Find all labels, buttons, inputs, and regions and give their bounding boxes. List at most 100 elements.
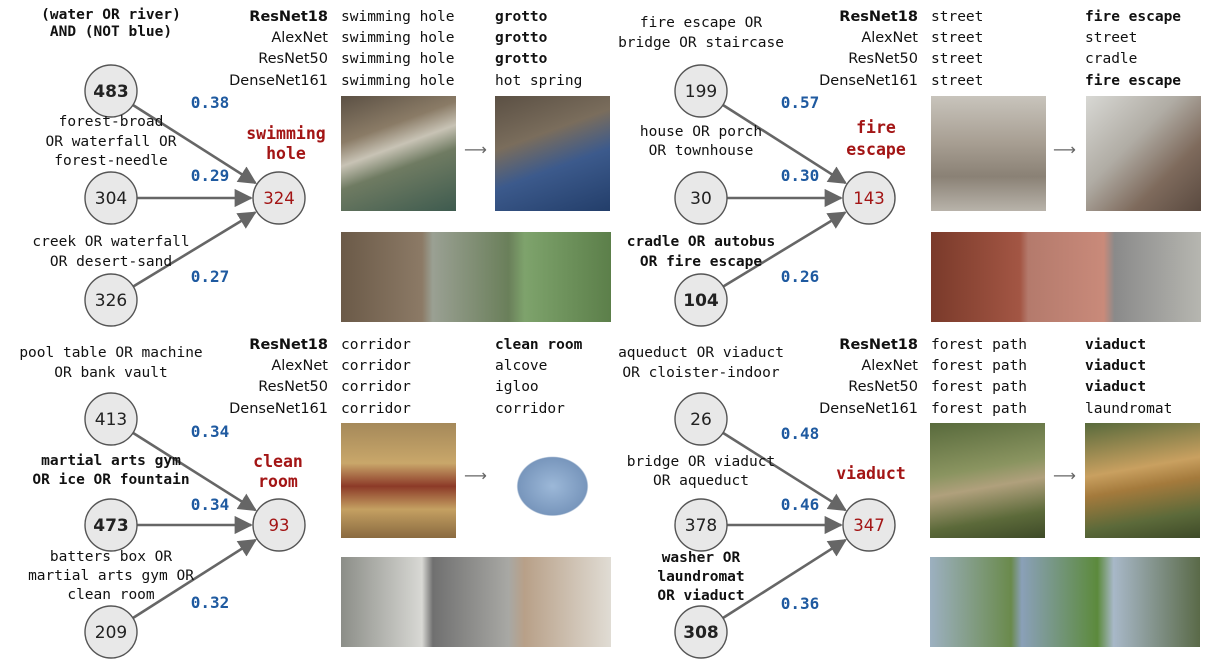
prediction-before: swimming hole [341,30,455,46]
prediction-after: viaduct [1085,358,1146,374]
prediction-before: corridor [341,401,411,417]
target-node-id: 347 [853,516,885,535]
prediction-before: street [931,73,983,89]
source-node-id: 104 [683,291,719,311]
edge-1 [722,103,847,185]
model-name: AlexNet [861,358,918,374]
target-node-id: 93 [269,516,290,535]
prediction-after: grotto [495,30,548,46]
model-name: AlexNet [861,30,918,46]
prediction-after: corridor [495,401,565,417]
panel-4-original-photo [930,423,1045,538]
panel-2: 0.57 0.30 0.26 199 fire escape OR bridge OR s… [618,9,1181,327]
edge-weight-label: 0.36 [781,594,820,613]
source-concept-label: creek OR waterfall [32,234,189,250]
source-node-id: 304 [95,189,127,209]
source-node-id: 26 [690,410,712,430]
edge-weight-label: 0.29 [191,166,230,185]
prediction-before: street [931,30,983,46]
prediction-before: street [931,9,983,25]
source-node [674,171,728,225]
source-concept-label: batters box OR [50,549,172,565]
target-class-label: escape [846,140,906,159]
model-name: ResNet50 [848,379,918,395]
prediction-before: corridor [341,379,411,395]
prediction-after: igloo [495,379,539,395]
edge-weight-label: 0.27 [191,267,230,286]
source-concept-label: pool table OR machine [19,345,202,361]
edge-weight-label: 0.32 [191,593,230,612]
prediction-before: street [931,51,983,67]
source-concept-label: OR desert-sand [50,254,172,270]
source-concept-label: OR waterfall OR [46,134,177,150]
source-concept-label: martial arts gym OR [28,568,194,584]
source-concept-label: fire escape OR [640,15,762,31]
edge-weight-label: 0.48 [781,424,820,443]
target-class-label: clean [253,452,303,471]
edge-1 [132,431,257,512]
source-concept-label: martial arts gym [41,453,181,469]
source-node [674,392,728,446]
model-name: AlexNet [271,358,328,374]
prediction-before: forest path [931,337,1027,353]
prediction-before: forest path [931,401,1027,417]
target-node-id: 324 [263,189,295,208]
edge-1 [722,431,847,512]
target-class-label: swimming [246,124,325,143]
prediction-after: alcove [495,358,547,374]
source-concept-label: OR bank vault [54,365,168,381]
prediction-after: laundromat [1085,401,1172,417]
source-concept-label: forest-broad [59,114,164,130]
prediction-before: swimming hole [341,73,455,89]
prediction-after: street [1085,30,1137,46]
edge-weight-label: 0.26 [781,267,820,286]
target-node [252,171,306,225]
prediction-before: swimming hole [341,51,455,67]
target-node [842,171,896,225]
source-node [674,273,728,327]
source-concept-label: OR cloister-indoor [622,365,779,381]
source-concept-label: house OR porch [640,124,762,140]
target-node [842,498,896,552]
source-concept-label: bridge OR viaduct [627,454,775,470]
prediction-after: grotto [495,9,548,25]
model-name: ResNet18 [839,9,918,25]
prediction-after: cradle [1085,51,1137,67]
source-node-id: 483 [93,82,129,102]
panel-1-edit-arrow-icon: ⟶ [464,140,487,159]
prediction-after: grotto [495,51,548,67]
target-class-label: fire [856,118,896,137]
prediction-before: corridor [341,337,411,353]
model-name: DenseNet161 [229,401,328,417]
source-node [84,64,138,118]
source-node [674,64,728,118]
source-concept-label: forest-needle [54,153,168,169]
source-node [84,392,138,446]
source-concept-label: bridge OR staircase [618,35,784,51]
target-class-label: room [258,472,298,491]
panel-1-edited-photo [495,96,610,211]
source-concept-label: (water OR river) [41,7,181,23]
model-name: ResNet50 [258,379,328,395]
panel-2-original-photo [931,96,1046,211]
source-concept-label: cradle OR autobus [627,234,775,250]
target-class-label: viaduct [836,464,906,483]
panel-3: 0.34 0.34 0.32 413 pool table OR machine OR b… [19,337,583,659]
source-concept-label: OR aqueduct [653,473,749,489]
source-node-id: 326 [95,291,127,311]
target-class-label: hole [266,144,306,163]
source-concept-label: OR fire escape [640,254,762,270]
edge-3 [722,538,847,620]
source-concept-label: OR ice OR fountain [32,472,189,488]
source-node-id: 378 [685,516,717,536]
model-name: DenseNet161 [819,401,918,417]
model-name: ResNet18 [249,337,328,353]
panel-4-edited-photo [1085,423,1200,538]
prediction-after: viaduct [1085,379,1146,395]
source-node [84,273,138,327]
panel-1-concept-photos [341,232,611,322]
prediction-after: clean room [495,337,583,353]
panel-3-original-photo [341,423,456,538]
